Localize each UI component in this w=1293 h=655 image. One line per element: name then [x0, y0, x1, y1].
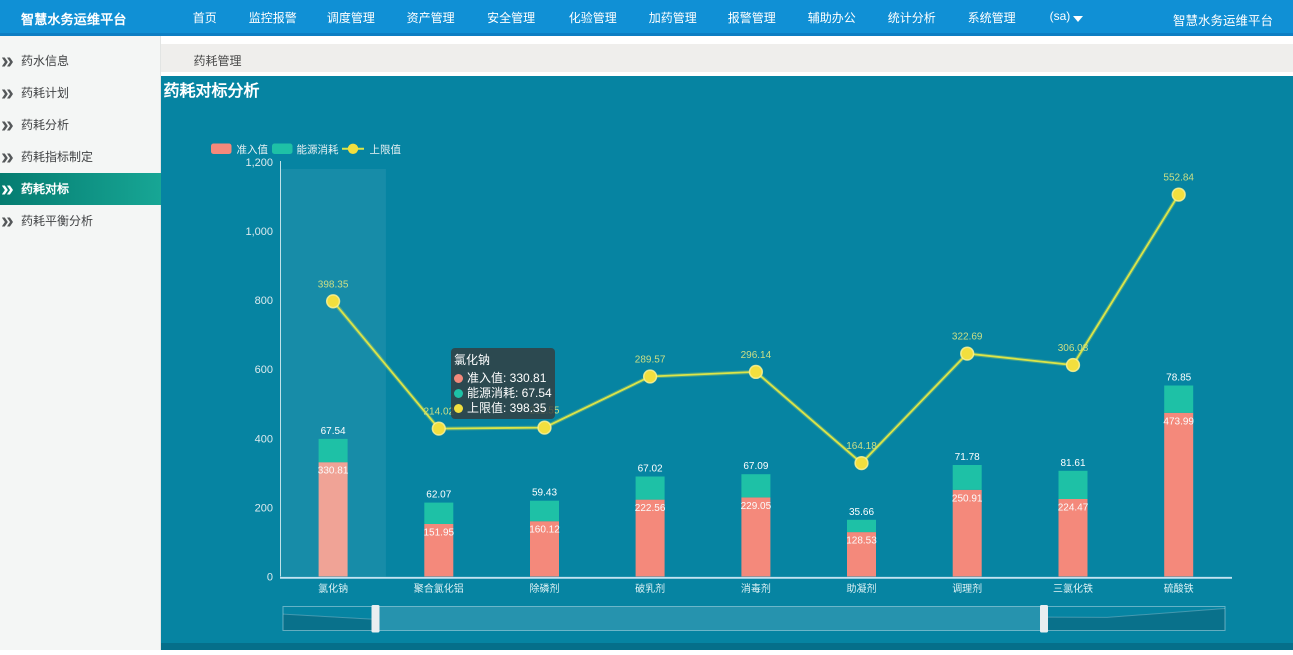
- svg-text:322.69: 322.69: [952, 332, 983, 343]
- svg-text:214.02: 214.02: [424, 407, 455, 418]
- svg-text:67.02: 67.02: [638, 464, 663, 475]
- svg-text:35.66: 35.66: [849, 507, 874, 518]
- svg-text:151.95: 151.95: [424, 528, 455, 539]
- svg-text:0: 0: [267, 572, 273, 584]
- svg-text:破乳剂: 破乳剂: [635, 582, 665, 595]
- svg-text:200: 200: [255, 502, 273, 514]
- svg-text:1,200: 1,200: [245, 157, 273, 169]
- svg-text:229.05: 229.05: [741, 501, 772, 512]
- svg-text:81.61: 81.61: [1060, 458, 1085, 469]
- svg-text:上限值: 上限值: [370, 143, 402, 156]
- svg-text:消毒剂: 消毒剂: [741, 582, 771, 595]
- svg-text:三氯化铁: 三氯化铁: [1053, 582, 1093, 595]
- svg-text:250.91: 250.91: [952, 493, 983, 504]
- svg-text:59.43: 59.43: [532, 488, 557, 499]
- svg-text:398.35: 398.35: [318, 279, 349, 290]
- svg-text:800: 800: [255, 295, 273, 307]
- svg-text:306.08: 306.08: [1058, 343, 1089, 354]
- svg-text:71.78: 71.78: [955, 452, 980, 463]
- svg-text:164.18: 164.18: [846, 441, 877, 452]
- svg-text:能源消耗: 能源消耗: [297, 143, 339, 156]
- svg-text:聚合氯化铝: 聚合氯化铝: [414, 582, 464, 595]
- svg-text:473.99: 473.99: [1163, 416, 1194, 427]
- svg-text:296.14: 296.14: [741, 350, 772, 361]
- svg-text:222.56: 222.56: [635, 503, 666, 514]
- svg-text:289.57: 289.57: [635, 355, 666, 366]
- svg-text:67.54: 67.54: [321, 426, 346, 437]
- svg-text:62.07: 62.07: [426, 490, 451, 501]
- svg-text:128.53: 128.53: [846, 536, 877, 547]
- svg-text:400: 400: [255, 433, 273, 445]
- svg-text:准入值: 准入值: [237, 143, 269, 156]
- svg-text:224.47: 224.47: [1058, 503, 1089, 514]
- svg-text:67.09: 67.09: [743, 461, 768, 472]
- svg-text:600: 600: [255, 364, 273, 376]
- svg-text:硫酸铁: 硫酸铁: [1164, 582, 1194, 595]
- svg-text:1,000: 1,000: [245, 226, 273, 238]
- svg-text:160.12: 160.12: [529, 525, 560, 536]
- svg-text:调理剂: 调理剂: [952, 582, 982, 595]
- svg-text:78.85: 78.85: [1166, 373, 1191, 384]
- svg-text:助凝剂: 助凝剂: [847, 582, 877, 595]
- svg-text:330.81: 330.81: [318, 466, 349, 477]
- svg-text:552.84: 552.84: [1163, 173, 1194, 184]
- svg-text:氯化钠: 氯化钠: [318, 582, 348, 595]
- svg-text:除磷剂: 除磷剂: [530, 582, 560, 595]
